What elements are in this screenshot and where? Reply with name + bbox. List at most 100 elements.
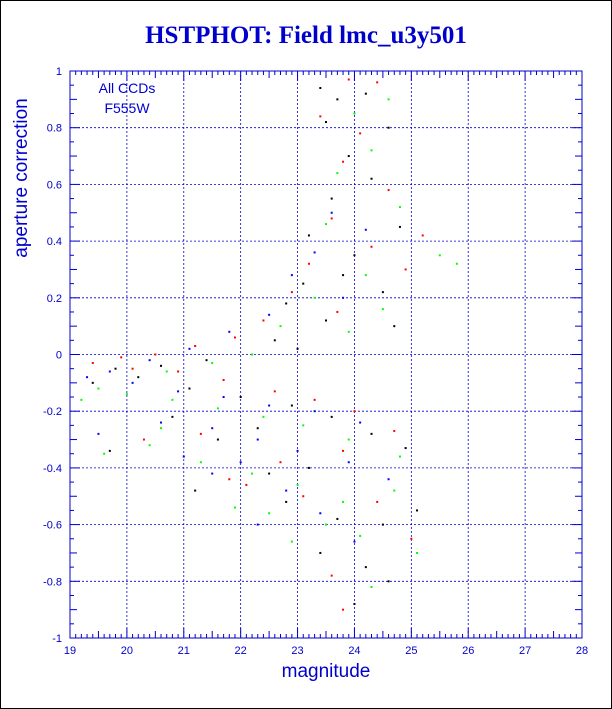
data-point	[199, 461, 202, 464]
data-point	[381, 523, 384, 526]
data-point	[194, 344, 197, 347]
data-point	[205, 359, 208, 362]
data-point	[359, 534, 362, 537]
data-point	[325, 121, 327, 124]
data-point	[302, 424, 305, 427]
x-axis-title: magnitude	[282, 661, 371, 682]
data-point	[376, 500, 379, 503]
data-point	[404, 268, 407, 271]
data-point	[342, 500, 345, 503]
data-point	[393, 325, 396, 328]
data-point	[211, 427, 214, 430]
data-point	[393, 430, 396, 433]
data-point	[325, 523, 327, 526]
data-point	[142, 438, 145, 441]
data-point	[364, 566, 367, 569]
data-point	[256, 438, 259, 441]
data-point	[216, 438, 219, 441]
data-point	[177, 370, 180, 373]
data-point	[290, 404, 293, 407]
data-point	[256, 523, 259, 526]
data-point	[131, 367, 134, 370]
data-point	[347, 155, 350, 158]
data-point	[296, 483, 299, 486]
data-point	[233, 506, 236, 509]
data-point	[319, 551, 322, 554]
data-point	[342, 608, 345, 611]
data-point	[165, 370, 168, 373]
data-point	[103, 452, 106, 455]
data-point	[438, 254, 441, 257]
data-point	[416, 509, 419, 512]
data-point	[398, 206, 401, 209]
data-point	[307, 262, 310, 265]
grid-lines	[70, 71, 582, 638]
data-point	[97, 387, 100, 390]
data-point	[307, 466, 310, 469]
data-point	[330, 197, 333, 200]
data-point	[160, 421, 163, 424]
annotation-all-ccds: All CCDs	[99, 80, 156, 96]
y-tick-label: 0.4	[47, 236, 62, 248]
data-point	[160, 427, 163, 430]
data-point	[342, 274, 345, 277]
data-point	[387, 580, 390, 583]
data-point	[148, 359, 151, 362]
y-tick-label: -0.2	[43, 406, 62, 418]
x-tick-label: 19	[64, 645, 76, 657]
data-point	[131, 381, 134, 384]
data-point	[416, 551, 419, 554]
data-point	[251, 472, 254, 475]
data-point	[268, 512, 271, 515]
data-point	[370, 149, 373, 152]
data-point	[97, 432, 100, 435]
chart-title: HSTPHOT: Field lmc_u3y501	[145, 22, 467, 49]
data-point	[364, 274, 367, 277]
data-point	[251, 353, 254, 356]
data-point	[319, 512, 322, 515]
data-point	[233, 336, 236, 339]
data-point	[330, 211, 333, 214]
data-point	[171, 415, 174, 418]
data-point	[353, 602, 356, 605]
y-tick-label: -0.4	[43, 463, 62, 475]
data-point	[313, 251, 316, 254]
data-point	[319, 115, 322, 118]
data-point	[336, 172, 339, 175]
data-point	[262, 319, 265, 322]
data-point	[353, 410, 356, 413]
x-tick-label: 20	[121, 645, 133, 657]
data-point	[91, 362, 94, 365]
y-tick-label: -1	[52, 633, 62, 645]
data-point	[336, 98, 339, 101]
data-point	[387, 189, 390, 192]
data-point	[239, 396, 242, 399]
data-point	[353, 254, 356, 257]
y-tick-label: 1	[56, 66, 62, 78]
axis-labels: 19 20 21 22 23 24 25 26 27 28 -1 -0.8 -0.6 -0.4 -0.2 0 0…	[43, 66, 588, 657]
data-point	[410, 537, 413, 540]
data-point	[285, 500, 288, 503]
data-point	[285, 489, 288, 492]
data-point	[268, 404, 271, 407]
data-point	[421, 234, 424, 237]
data-point	[302, 495, 305, 498]
data-point	[319, 87, 322, 90]
axis-ticks	[69, 70, 583, 639]
data-points	[80, 78, 458, 611]
data-point	[239, 461, 242, 464]
y-tick-label: 0	[56, 350, 62, 362]
data-point	[279, 461, 282, 464]
data-point	[398, 455, 401, 458]
data-point	[455, 262, 458, 265]
y-axis-title: aperture correction	[11, 98, 32, 257]
data-point	[393, 489, 396, 492]
x-tick-label: 23	[291, 645, 303, 657]
data-point	[387, 126, 390, 129]
data-point	[342, 160, 345, 163]
data-point	[364, 228, 367, 231]
x-tick-label: 27	[519, 645, 531, 657]
y-tick-label: 0.6	[47, 179, 62, 191]
y-tick-label: 0.8	[47, 123, 62, 135]
